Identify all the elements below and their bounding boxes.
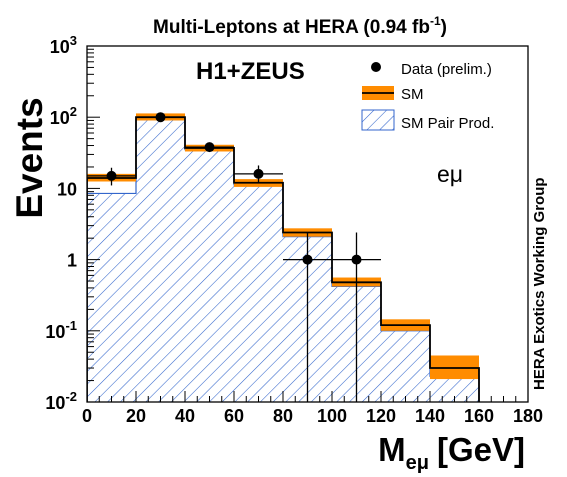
y-tick-label: 1 (67, 251, 77, 271)
channel-label: eμ (437, 161, 463, 187)
x-tick-label: 160 (464, 406, 494, 426)
x-tick-label: 140 (415, 406, 445, 426)
data-point (351, 254, 362, 265)
sm-histogram-line (87, 116, 480, 402)
side-label: HERA Exotics Working Group (531, 177, 548, 390)
sm-pair-histogram (87, 119, 480, 402)
data-point (253, 168, 264, 179)
experiment-label: H1+ZEUS (196, 58, 305, 85)
legend-sm-label: SM (401, 86, 424, 103)
sm-pair-bar (234, 184, 283, 402)
x-tick-label: 20 (126, 406, 146, 426)
x-axis-label: Meμ [GeV] (378, 431, 525, 474)
x-tick-label: 0 (82, 406, 92, 426)
x-tick-label: 60 (224, 406, 244, 426)
sm-step-line (87, 116, 480, 402)
x-tick-label: 80 (273, 406, 293, 426)
data-point (302, 254, 313, 265)
y-tick-label: 10-2 (45, 389, 77, 413)
data-point (106, 170, 117, 181)
y-axis-label: Events (9, 97, 50, 218)
sm-pair-bar (136, 119, 185, 402)
x-axis-ticks: 0 20 40 60 80 100 120 140 160 180 (82, 391, 543, 426)
y-tick-label: 10-1 (45, 318, 77, 342)
x-tick-label: 120 (366, 406, 396, 426)
x-tick-label: 180 (513, 406, 543, 426)
legend-pair-swatch (361, 109, 395, 131)
x-tick-label: 100 (317, 406, 347, 426)
sm-pair-bar (381, 330, 430, 402)
data-point (204, 142, 215, 153)
y-tick-label: 10 (57, 179, 77, 199)
legend-pair-label: SM Pair Prod. (401, 115, 494, 132)
y-tick-label: 102 (50, 104, 77, 128)
chart-title: Multi-Leptons at HERA (0.94 fb-1) (153, 14, 447, 38)
x-tick-label: 40 (175, 406, 195, 426)
y-axis-ticks: 10-2 10-1 1 10 102 103 (45, 33, 100, 413)
y-tick-label: 103 (50, 33, 77, 57)
data-points (87, 112, 381, 402)
legend-data-marker (371, 62, 381, 72)
legend-data-label: Data (prelim.) (401, 61, 492, 78)
data-point (155, 112, 166, 123)
legend: Data (prelim.) SM SM Pair Prod. (361, 61, 494, 132)
sm-pair-bar (185, 149, 234, 402)
sm-pair-bar (87, 193, 136, 402)
